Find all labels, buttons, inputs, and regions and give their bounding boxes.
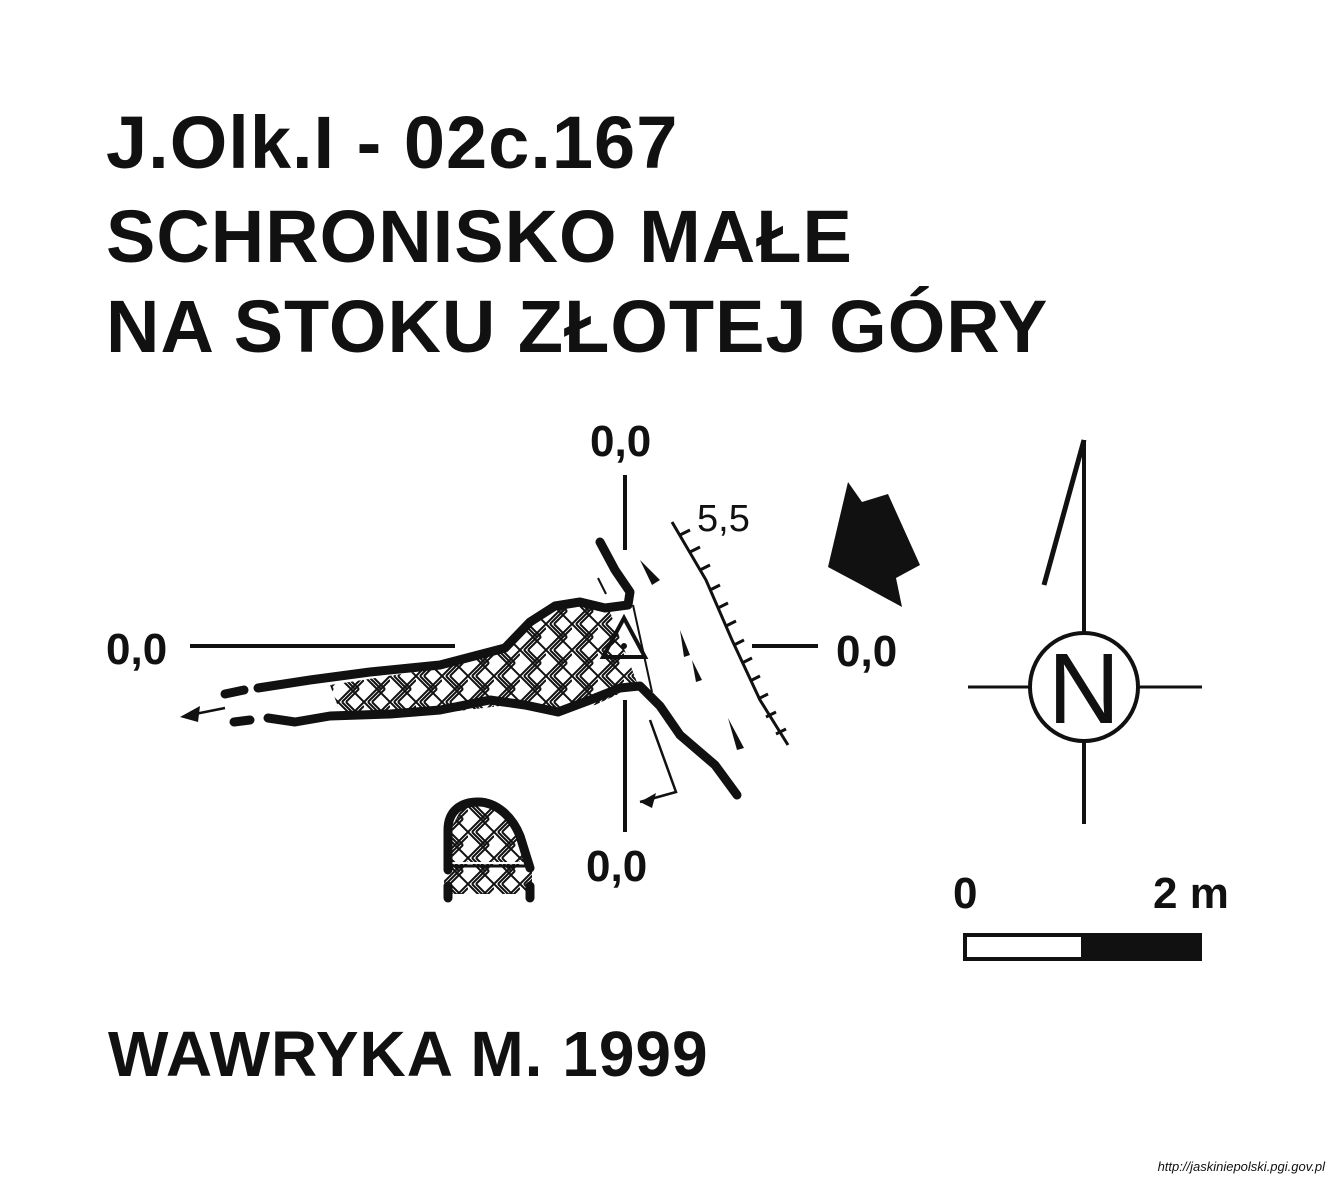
label-height-mark: 5,5 bbox=[697, 498, 750, 540]
label-left-datum: 0,0 bbox=[106, 625, 168, 674]
entrance-direction-arrow-icon bbox=[828, 482, 920, 607]
scale-end-label: 2 m bbox=[1153, 869, 1229, 918]
cave-name-line-2: NA STOKU ZŁOTEJ GÓRY bbox=[106, 285, 1049, 368]
compass-circle bbox=[1028, 631, 1140, 743]
scale-start-label: 0 bbox=[953, 869, 978, 918]
compass-letter: N bbox=[1048, 633, 1120, 745]
scale-bar bbox=[963, 933, 1202, 961]
label-right-datum: 0,0 bbox=[836, 627, 898, 676]
wall-dash-1 bbox=[220, 685, 249, 699]
label-top-datum: 0,0 bbox=[590, 417, 652, 466]
cave-name-line-1: SCHRONISKO MAŁE bbox=[106, 195, 853, 278]
wall-upper bbox=[253, 537, 635, 693]
wall-dash-2 bbox=[229, 715, 255, 727]
wall-lower bbox=[263, 681, 742, 800]
compass-rose bbox=[968, 439, 1202, 824]
scale-bar-white-segment bbox=[963, 933, 1085, 961]
source-url: http://jaskiniepolski.pgi.gov.pl bbox=[1157, 1159, 1325, 1174]
cave-code-title: J.Olk.I - 02c.167 bbox=[106, 101, 679, 184]
author-credit: WAWRYKA M. 1999 bbox=[108, 1018, 709, 1090]
datum-lines bbox=[190, 475, 818, 832]
survey-station-icon bbox=[599, 613, 649, 659]
scarp-line bbox=[670, 521, 790, 746]
scale-bar-black-segment bbox=[1081, 933, 1202, 961]
cave-cross-section bbox=[443, 797, 535, 903]
cave-walls bbox=[220, 537, 742, 800]
rubble-marks bbox=[640, 560, 744, 750]
slope-arrow-down bbox=[639, 719, 678, 808]
label-bottom-datum: 0,0 bbox=[586, 842, 648, 891]
rubble-tick bbox=[597, 577, 607, 595]
north-arrow-icon bbox=[1041, 439, 1087, 586]
passage-arrow-left bbox=[180, 706, 226, 722]
